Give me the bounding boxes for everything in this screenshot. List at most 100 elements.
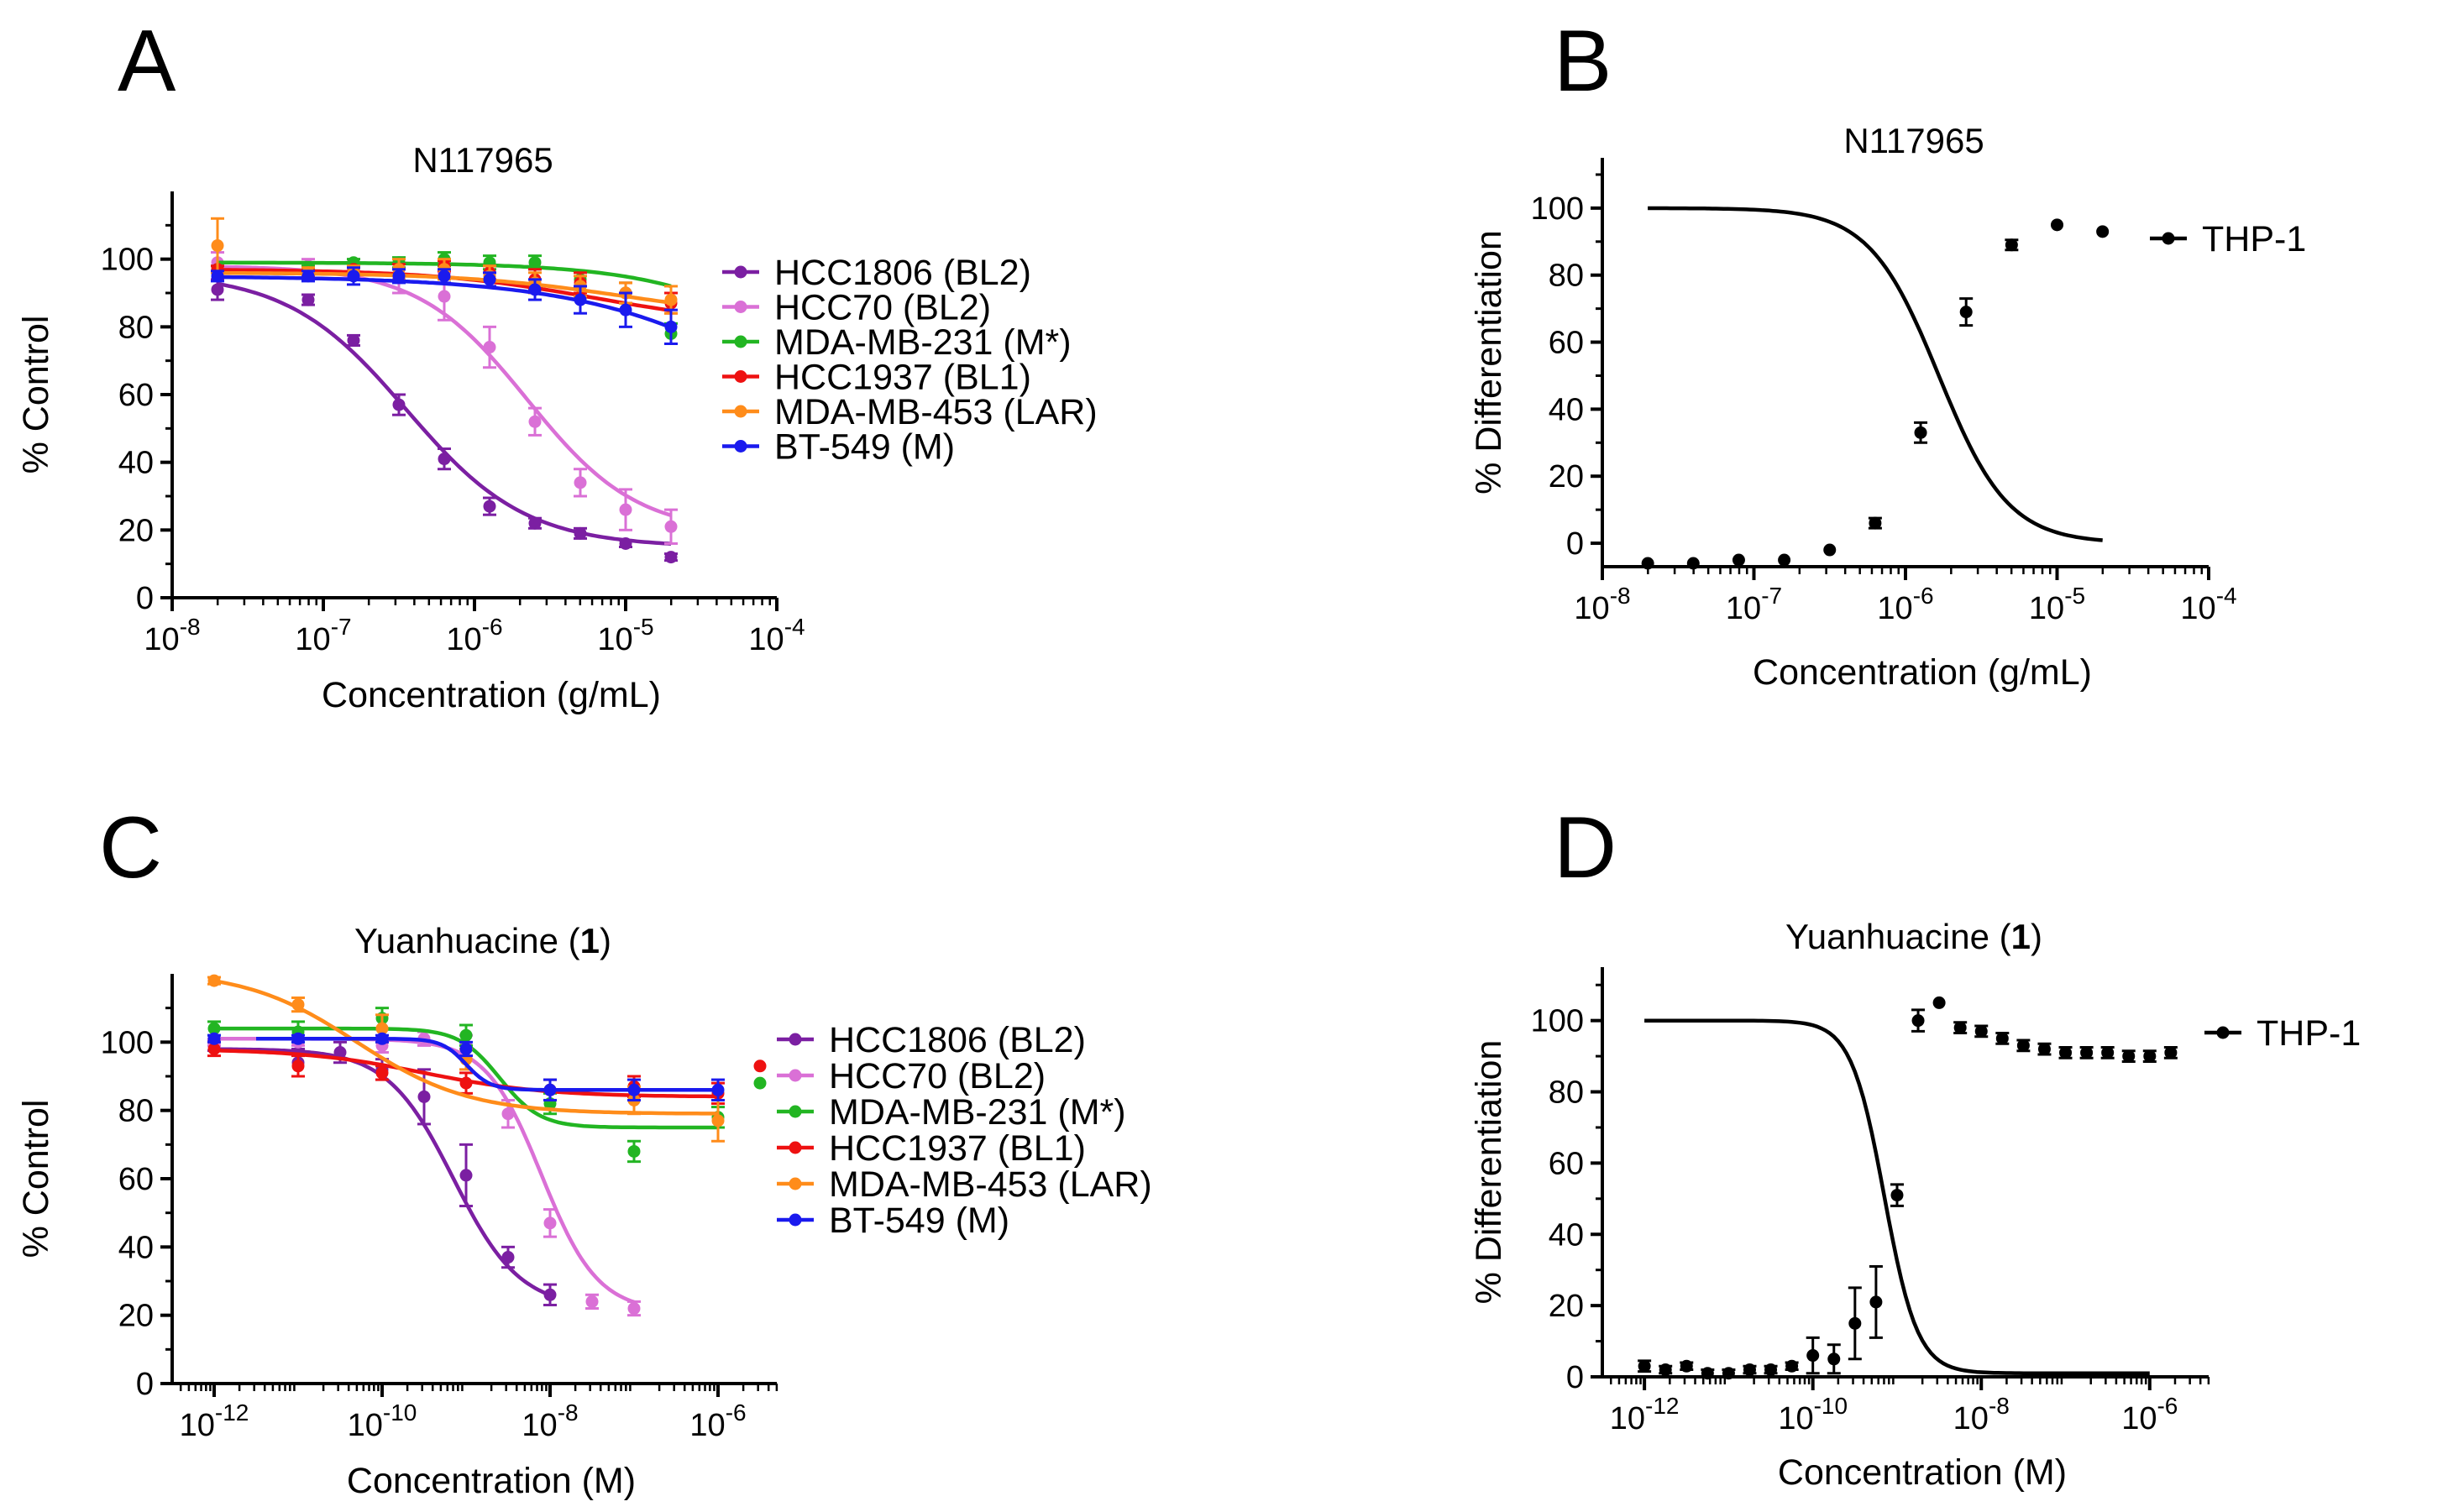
- panel-b-thp-1-fit-curve: [1648, 206, 2103, 542]
- panel-d-thp-1-point: [2016, 1039, 2030, 1052]
- panel-d-y-tick-label: 0: [1566, 1360, 1584, 1395]
- panel-b-thp-1-point: [1869, 516, 1882, 530]
- panel-c-mda-mb-453-lar-point: [375, 1022, 389, 1035]
- panel-c-title: Yuanhuacine (1): [354, 921, 611, 960]
- panel-b-y-tick-label: 100: [1531, 191, 1584, 227]
- panel-a-x-tick-label: 10-4: [748, 614, 805, 657]
- panel-a-hcc1806-bl2-point: [528, 516, 542, 530]
- panel-c-bt-549-m-point: [627, 1083, 641, 1096]
- panel-a-y-tick-label: 60: [118, 378, 154, 413]
- panel-d-thp-1-point: [1806, 1349, 1820, 1363]
- panel-d-thp-1-point: [1638, 1359, 1651, 1373]
- panel-a-hcc1806-bl2-point: [574, 526, 587, 540]
- panel-c-mda-mb-453-lar-point: [291, 998, 305, 1012]
- panel-b-thp-1-point: [1959, 306, 1973, 319]
- panel-a-hcc70-bl2-point: [483, 341, 496, 354]
- panel-d-thp-1-point: [1995, 1032, 2009, 1045]
- panel-c-hcc1806-bl2-point: [543, 1288, 557, 1301]
- panel-c-hcc70-bl2-legend-marker: [789, 1069, 802, 1082]
- panel-a-y-axis-label: % Control: [16, 316, 56, 474]
- panel-d-thp-1-point: [1911, 1014, 1925, 1028]
- panel-b-thp-1-point: [2051, 218, 2063, 232]
- panel-c-hcc1937-bl1-series: HCC1937 (BL1): [207, 1040, 1086, 1169]
- panel-c-x-tick-label: 10-6: [689, 1400, 746, 1443]
- panel-c-chart: 0 20 40 60 80 100 10-12 10-10 10-8 10-6 Yuanhuacin…: [16, 921, 1152, 1501]
- panel-d-thp-1-point: [1785, 1359, 1799, 1373]
- panel-a-mda-mb-453-lar-point: [664, 293, 678, 306]
- panel-d-chart: 0 20 40 60 80 100 10-12 10-10 10-8 10-6 Yuanhuacin…: [1469, 917, 2361, 1493]
- panel-c-mda-mb-231-m-legend-label: MDA-MB-231 (M*): [829, 1092, 1126, 1133]
- panel-d-thp-1-point: [2122, 1049, 2136, 1063]
- panel-a-y-tick-label: 100: [101, 243, 154, 278]
- panel-b-thp-1-legend-label: THP-1: [2202, 219, 2306, 259]
- panel-a-hcc1806-bl2-point: [619, 536, 632, 550]
- panel-d-thp-1-point: [1869, 1295, 1883, 1309]
- panel-a-mda-mb-231-m-legend-label: MDA-MB-231 (M*): [774, 322, 1072, 363]
- panel-c-bt-549-m-legend-marker: [789, 1213, 802, 1227]
- panel-d-thp-1-point: [1743, 1363, 1756, 1377]
- panel-a-bt-549-m-point: [438, 269, 451, 283]
- panel-a-bt-549-m-point: [211, 269, 224, 283]
- panel-b-x-tick-label: 10-6: [1877, 583, 1933, 626]
- panel-c-bt-549-m-point: [543, 1083, 557, 1096]
- panel-letter-c: C: [99, 799, 162, 897]
- panel-a-hcc70-bl2-legend-label: HCC70 (BL2): [774, 288, 991, 328]
- panel-c-hcc1937-bl1-point: [375, 1066, 389, 1080]
- panel-a-y-tick-label: 40: [118, 446, 154, 481]
- panel-d-thp-1-point: [1722, 1367, 1735, 1380]
- panel-a-x-axis-label: Concentration (g/mL): [322, 675, 661, 715]
- panel-b-thp-1-point: [1823, 543, 1837, 557]
- panel-c-y-tick-label: 40: [118, 1230, 154, 1265]
- panel-c-mda-mb-453-lar-point: [711, 1114, 725, 1127]
- panel-b-y-tick-label: 40: [1549, 392, 1584, 427]
- panel-d-thp-1-point: [1680, 1359, 1693, 1373]
- panel-d-y-axis-label: % Differentiation: [1469, 1040, 1509, 1305]
- panel-a-hcc70-bl2-point: [528, 415, 542, 428]
- panel-c-mda-mb-231-m-legend-marker: [789, 1105, 802, 1118]
- panel-a-hcc1937-bl1-legend-marker: [734, 370, 747, 383]
- panel-b-thp-1-point: [1686, 557, 1700, 570]
- panel-c-hcc1806-bl2-legend-marker: [789, 1033, 802, 1046]
- panel-b-x-tick-label: 10-8: [1574, 583, 1630, 626]
- panel-b-x-tick-label: 10-4: [2180, 583, 2236, 626]
- panel-c-hcc1937-bl1-legend-label: HCC1937 (BL1): [829, 1128, 1086, 1169]
- panel-a-hcc1806-bl2-legend-label: HCC1806 (BL2): [774, 253, 1031, 293]
- panel-a-bt-549-m-point: [301, 269, 315, 283]
- panel-a-mda-mb-231-m-point: [528, 256, 542, 269]
- panel-c-hcc1937-bl1-legend-marker: [789, 1141, 802, 1154]
- panel-a-bt-549-m-point: [574, 293, 587, 306]
- panel-a-hcc1806-bl2-point: [301, 293, 315, 306]
- panel-b-x-axis-label: Concentration (g/mL): [1753, 652, 2092, 693]
- panel-a-x-tick-label: 10-8: [144, 614, 200, 657]
- panel-d-thp-1-point: [2164, 1046, 2178, 1059]
- panel-a-mda-mb-453-lar-legend-marker: [734, 405, 747, 418]
- panel-c-hcc70-bl2-point: [501, 1107, 515, 1121]
- panel-a-x-tick-label: 10-7: [295, 614, 351, 657]
- panel-a-hcc1806-bl2-point: [392, 398, 406, 411]
- panel-c-hcc70-bl2-legend-label: HCC70 (BL2): [829, 1056, 1046, 1096]
- panel-c-mda-mb-453-lar-legend-label: MDA-MB-453 (LAR): [829, 1164, 1152, 1205]
- panel-a-hcc1806-bl2-fit-curve: [217, 281, 672, 546]
- panel-a-hcc70-bl2-point: [438, 290, 451, 303]
- panel-d-x-tick-label: 10-12: [1610, 1393, 1680, 1436]
- panel-a-bt-549-m-point: [483, 273, 496, 286]
- panel-a-mda-mb-231-m-legend-marker: [734, 335, 747, 348]
- panel-a-hcc70-bl2-point: [574, 476, 587, 489]
- panel-d-thp-1-point: [1932, 996, 1946, 1009]
- panel-a-hcc70-bl2-legend-marker: [734, 301, 747, 313]
- panel-a-chart: 0 20 40 60 80 100 10-8 10-7 10-6 10-5 10-4 N117965 C…: [16, 140, 1098, 715]
- panel-letter-a: A: [118, 13, 176, 110]
- panel-c-mda-mb-231-m-point: [207, 1022, 221, 1035]
- panel-b-y-tick-label: 60: [1549, 326, 1584, 361]
- panel-b-thp-1-series: THP-1: [1641, 206, 2306, 570]
- panel-c-hcc1937-bl1-point: [459, 1076, 473, 1090]
- panel-a-title: N117965: [412, 140, 553, 180]
- panel-d-thp-1-point: [1953, 1021, 1967, 1034]
- panel-c-bt-549-m-point: [375, 1032, 389, 1045]
- panel-d-x-tick-label: 10-8: [1953, 1393, 2010, 1436]
- panel-c-y-tick-label: 100: [101, 1025, 154, 1060]
- panel-a-hcc70-bl2-point: [664, 520, 678, 533]
- panel-b-title: N117965: [1843, 121, 1984, 160]
- panel-a-hcc1806-bl2-point: [438, 453, 451, 466]
